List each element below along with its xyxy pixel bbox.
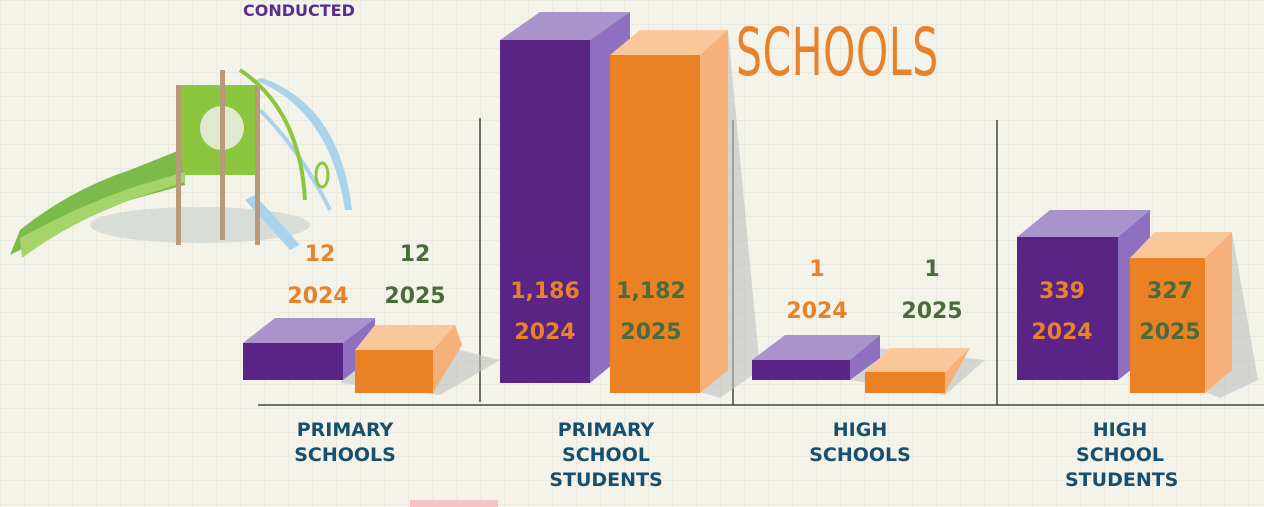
value-label: 12 [400,242,431,267]
kicker: CONDUCTED [243,1,355,20]
category-label: HIGH SCHOOL STUDENTS [1065,418,1175,493]
value-label: 1,186 [510,279,580,304]
year-label: 2024 [786,299,847,324]
year-label: 2024 [1031,320,1092,345]
value-label: 327 [1147,279,1193,304]
value-label: 1,182 [616,279,686,304]
value-label: 1 [809,257,824,282]
bar-group [752,335,985,395]
value-label: 12 [305,242,336,267]
title: SCHOOLS [736,14,939,91]
bar-group [1017,210,1258,398]
page: CONDUCTED SCHOOLS 12 2024 12 2025 1,186 … [0,0,1264,507]
playground-illustration [10,70,352,258]
bar-group [243,318,500,395]
year-label: 2024 [287,284,348,309]
year-label: 2025 [901,299,962,324]
category-label: PRIMARY SCHOOLS [280,418,410,468]
year-label: 2025 [384,284,445,309]
decoration [410,500,498,507]
value-label: 1 [924,257,939,282]
year-label: 2025 [1139,320,1200,345]
category-label: PRIMARY SCHOOL STUDENTS [546,418,666,493]
year-label: 2025 [620,320,681,345]
category-label: HIGH SCHOOLS [795,418,925,468]
year-label: 2024 [514,320,575,345]
value-label: 339 [1039,279,1085,304]
